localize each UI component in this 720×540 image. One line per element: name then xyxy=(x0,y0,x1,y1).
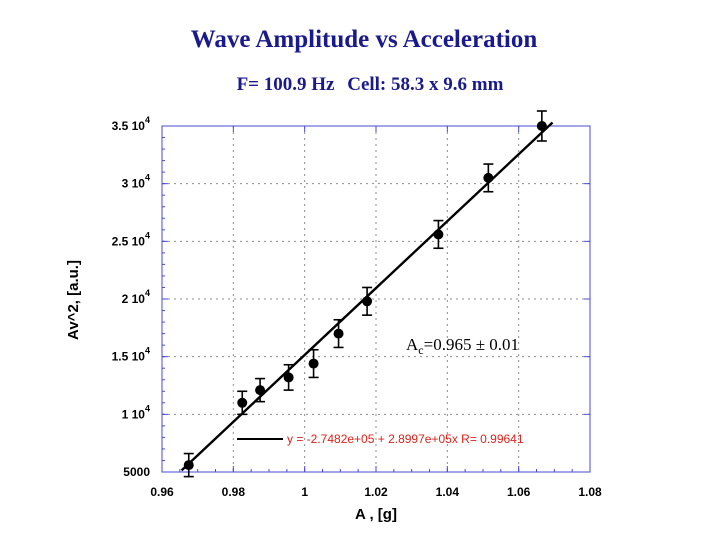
x-axis-label: A , [g] xyxy=(355,506,397,523)
subtitle-cell: Cell: 58.3 x 9.6 mm xyxy=(347,74,504,95)
y-tick-label: 5000 xyxy=(123,465,150,479)
data-point xyxy=(483,172,494,183)
annotation-symbol: A xyxy=(406,335,419,354)
y-tick-label: 3.5 104 xyxy=(112,115,150,133)
chart-subtitle: F= 100.9 Hz Cell: 58.3 x 9.6 mm xyxy=(0,74,720,96)
x-tick-labels: 0.96 0.98 1 1.02 1.04 1.06 1.08 xyxy=(150,485,602,499)
data-point xyxy=(433,229,444,240)
y-tick-label: 2 104 xyxy=(122,288,150,306)
y-tick-label: 1.5 104 xyxy=(112,346,150,364)
fit-legend: y = -2.7482e+05 + 2.8997e+05x R= 0.99641 xyxy=(237,432,524,446)
annotation-subscript: c xyxy=(418,343,423,357)
y-tick-label: 2.5 104 xyxy=(112,230,150,248)
critical-acceleration-annotation: Ac=0.965 ± 0.01 xyxy=(406,335,519,357)
data-point xyxy=(308,358,319,369)
data-point xyxy=(283,372,294,383)
fit-equation-label: y = -2.7482e+05 + 2.8997e+05x R= 0.99641 xyxy=(287,432,524,446)
x-tick-label: 0.98 xyxy=(222,485,246,499)
data-point xyxy=(183,460,194,471)
data-point xyxy=(237,397,248,408)
data-point xyxy=(255,385,266,396)
y-tick-label: 1 104 xyxy=(122,403,150,421)
subtitle-frequency: F= 100.9 Hz xyxy=(236,74,335,95)
grid-lines xyxy=(162,126,590,472)
data-points xyxy=(183,110,547,478)
chart-title: Wave Amplitude vs Acceleration xyxy=(190,26,538,53)
annotation-value: =0.965 ± 0.01 xyxy=(424,335,519,354)
x-tick-label: 1.06 xyxy=(507,485,531,499)
x-tick-label: 0.96 xyxy=(150,485,174,499)
y-tick-labels: 5000 1 104 1.5 104 2 104 2.5 104 3 104 3.5 104 xyxy=(112,115,151,479)
x-tick-label: 1 xyxy=(301,485,308,499)
y-axis-label: Av^2, [a.u.] xyxy=(65,260,82,340)
data-point xyxy=(362,296,373,307)
axis-ticks xyxy=(161,125,591,473)
x-tick-label: 1.04 xyxy=(436,485,460,499)
data-point xyxy=(536,121,547,131)
y-tick-label: 3 104 xyxy=(122,173,150,191)
data-point xyxy=(333,328,344,339)
x-tick-label: 1.08 xyxy=(578,485,602,499)
x-tick-label: 1.02 xyxy=(364,485,388,499)
